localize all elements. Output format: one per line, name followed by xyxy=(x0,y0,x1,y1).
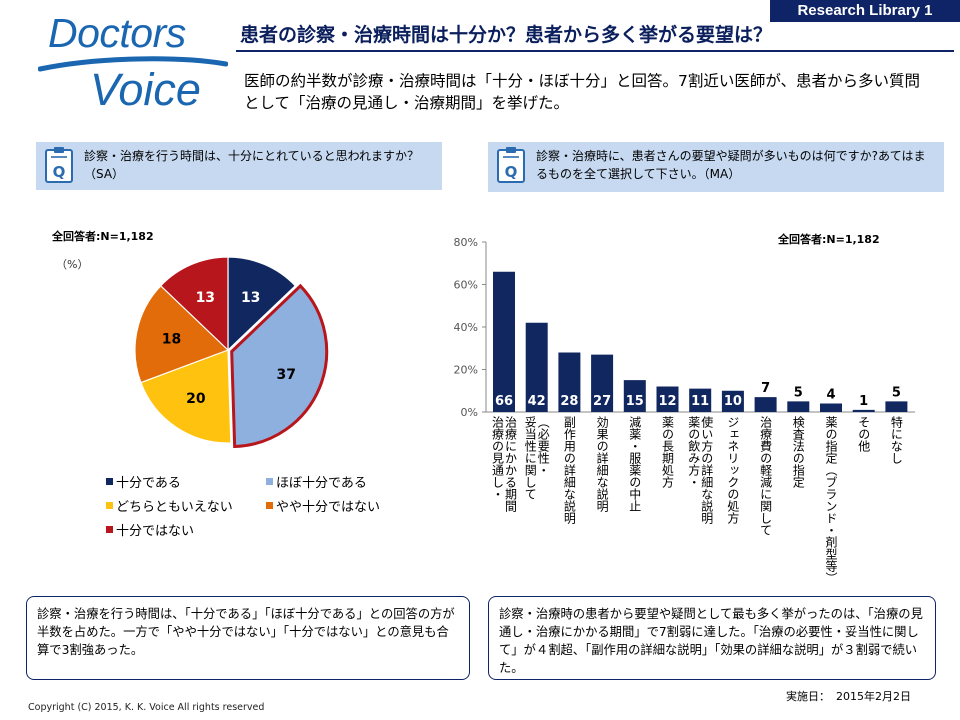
legend-item: 十分ではない xyxy=(106,520,194,539)
bar xyxy=(754,397,777,412)
y-tick-label: 80% xyxy=(454,236,478,249)
bar-value-label: 1 xyxy=(859,394,868,409)
logo-swoosh xyxy=(38,56,228,72)
bar-value-label: 11 xyxy=(691,394,709,409)
x-tick-label: その他 xyxy=(857,416,871,452)
survey-date-label: 実施日： xyxy=(786,690,830,703)
legend-label: やや十分ではない xyxy=(276,500,381,515)
bar-value-label: 66 xyxy=(495,394,513,409)
pie-slice xyxy=(230,283,329,449)
bar xyxy=(787,401,810,412)
x-tick-label: （必要性・ xyxy=(536,416,550,476)
title-divider xyxy=(236,50,954,52)
x-tick-label: 減薬・服薬の中止 xyxy=(628,415,642,512)
page-title: 患者の診察・治療時間は十分か？患者から多く挙がる要望は？ xyxy=(240,24,773,46)
bar xyxy=(689,388,712,412)
bar xyxy=(656,386,679,412)
bar xyxy=(852,409,875,412)
x-tick-label: ジェネリックの処方 xyxy=(726,416,740,525)
question-box-left: Q 診察・治療を行う時間は、十分にとれていると思われますか？（SA） xyxy=(36,142,442,190)
legend-item: ほぼ十分である xyxy=(266,472,367,491)
research-library-badge: Research Library 1 xyxy=(770,0,960,22)
bar-value-label: 4 xyxy=(826,388,835,403)
x-tick-label: 治療費の軽減に関して xyxy=(759,416,773,536)
bar xyxy=(820,403,842,412)
legend-swatch xyxy=(106,478,113,485)
bar xyxy=(623,380,646,412)
bar-chart: 0% 20% 40% 60% 80% 66 治療の見通し・ 治療にかかる期間 42 妥当性に関して… xyxy=(454,236,916,584)
copyright: Copyright (C) 2015, K. K. Voice All righ… xyxy=(28,702,265,713)
question-box-right: Q 診察・治療時に、患者さんの要望や疑問が多いものは何ですか?あてはまるものを全… xyxy=(488,142,944,192)
x-tick-label: 特になし xyxy=(889,415,903,464)
pie-slice xyxy=(227,256,297,352)
x-tick-label: 使い方の詳細な説明 xyxy=(700,415,714,525)
bar xyxy=(525,322,548,412)
summary-note-left: 診察・治療を行う時間は、「十分である」「ほぼ十分である」との回答の方が半数を占め… xyxy=(26,596,470,680)
pie-slice-label: 37 xyxy=(276,367,295,383)
survey-date-value: 2015年2月2日 xyxy=(836,690,911,703)
legend-label: 十分である xyxy=(116,476,181,491)
bar xyxy=(493,271,515,412)
y-tick-label: 0% xyxy=(461,406,478,419)
bar-value-label: 15 xyxy=(626,394,644,409)
bar-value-label: 10 xyxy=(724,394,742,409)
x-tick-label: 妥当性に関して xyxy=(523,416,537,500)
bar-value-label: 7 xyxy=(761,381,770,396)
x-tick-label: 効果の詳細な説明 xyxy=(595,415,609,513)
svg-text:Q: Q xyxy=(53,163,66,181)
bar xyxy=(721,390,744,412)
x-tick-label: 薬の指定（ブランド・剤型等） xyxy=(824,416,838,584)
bar-value-label: 42 xyxy=(528,394,546,409)
y-tick-label: 60% xyxy=(454,279,478,292)
pie-slice xyxy=(159,256,229,352)
x-tick-label: 副作用の詳細な説明 xyxy=(562,416,576,525)
bar-value-label: 5 xyxy=(892,385,901,400)
x-tick-label: 薬の飲み方・ xyxy=(687,416,701,488)
legend-item: やや十分ではない xyxy=(266,496,380,515)
legend-swatch xyxy=(106,526,113,533)
bar-value-label: 28 xyxy=(560,394,578,409)
legend-label: 十分ではない xyxy=(116,524,195,539)
logo-line-2: Voice xyxy=(90,64,201,115)
bar-value-label: 27 xyxy=(593,394,611,409)
pie-slice-label: 13 xyxy=(196,290,215,306)
pie-slice-label: 13 xyxy=(241,290,260,306)
pie-slice-label: 18 xyxy=(162,331,181,347)
pie-slice-label: 20 xyxy=(186,391,206,407)
pie-respondents: 全回答者:N=1,182 xyxy=(52,230,154,243)
question-clipboard-icon: Q xyxy=(497,147,525,183)
svg-text:Q: Q xyxy=(505,163,518,181)
pie-slice xyxy=(134,284,230,384)
bar xyxy=(885,401,908,412)
bar xyxy=(591,354,614,412)
x-tick-label: 薬の長期処方 xyxy=(661,416,675,489)
legend-item: 十分である xyxy=(106,472,181,491)
y-tick-label: 40% xyxy=(454,321,478,334)
question-left-text: 診察・治療を行う時間は、十分にとれていると思われますか？（SA） xyxy=(84,149,420,181)
pie-slice xyxy=(140,349,232,444)
bar-respondents: 全回答者:N=1,182 xyxy=(778,233,880,246)
legend-swatch xyxy=(106,502,113,509)
logo-line-1: Doctors xyxy=(48,10,186,56)
doctors-voice-logo: Doctors Voice xyxy=(38,10,228,115)
x-tick-label: 治療の見通し・ xyxy=(491,416,505,500)
pie-chart: 13 37 20 18 13 xyxy=(134,256,329,449)
legend-label: ほぼ十分である xyxy=(276,476,367,491)
bar-value-label: 5 xyxy=(794,385,803,400)
pie-unit: （%） xyxy=(56,258,89,271)
lead-text: 医師の約半数が診療・治療時間は「十分・ほぼ十分」と回答。7割近い医師が、患者から… xyxy=(244,72,921,112)
summary-note-right: 診察・治療時の患者から要望や疑問として最も多く挙がったのは、「治療の見通し・治療… xyxy=(488,596,936,680)
x-tick-label: 治療にかかる期間 xyxy=(504,416,518,512)
bar xyxy=(558,352,581,412)
question-clipboard-icon: Q xyxy=(45,147,73,183)
legend-label: どちらともいえない xyxy=(116,500,233,515)
legend-swatch xyxy=(266,478,273,485)
legend-item: どちらともいえない xyxy=(106,496,233,515)
question-right-text: 診察・治療時に、患者さんの要望や疑問が多いものは何ですか?あてはまるものを全て選… xyxy=(536,149,926,181)
y-tick-label: 20% xyxy=(454,364,478,377)
x-tick-label: 検査法の指定 xyxy=(791,416,805,489)
bar-value-label: 12 xyxy=(658,394,676,409)
legend-swatch xyxy=(266,502,273,509)
